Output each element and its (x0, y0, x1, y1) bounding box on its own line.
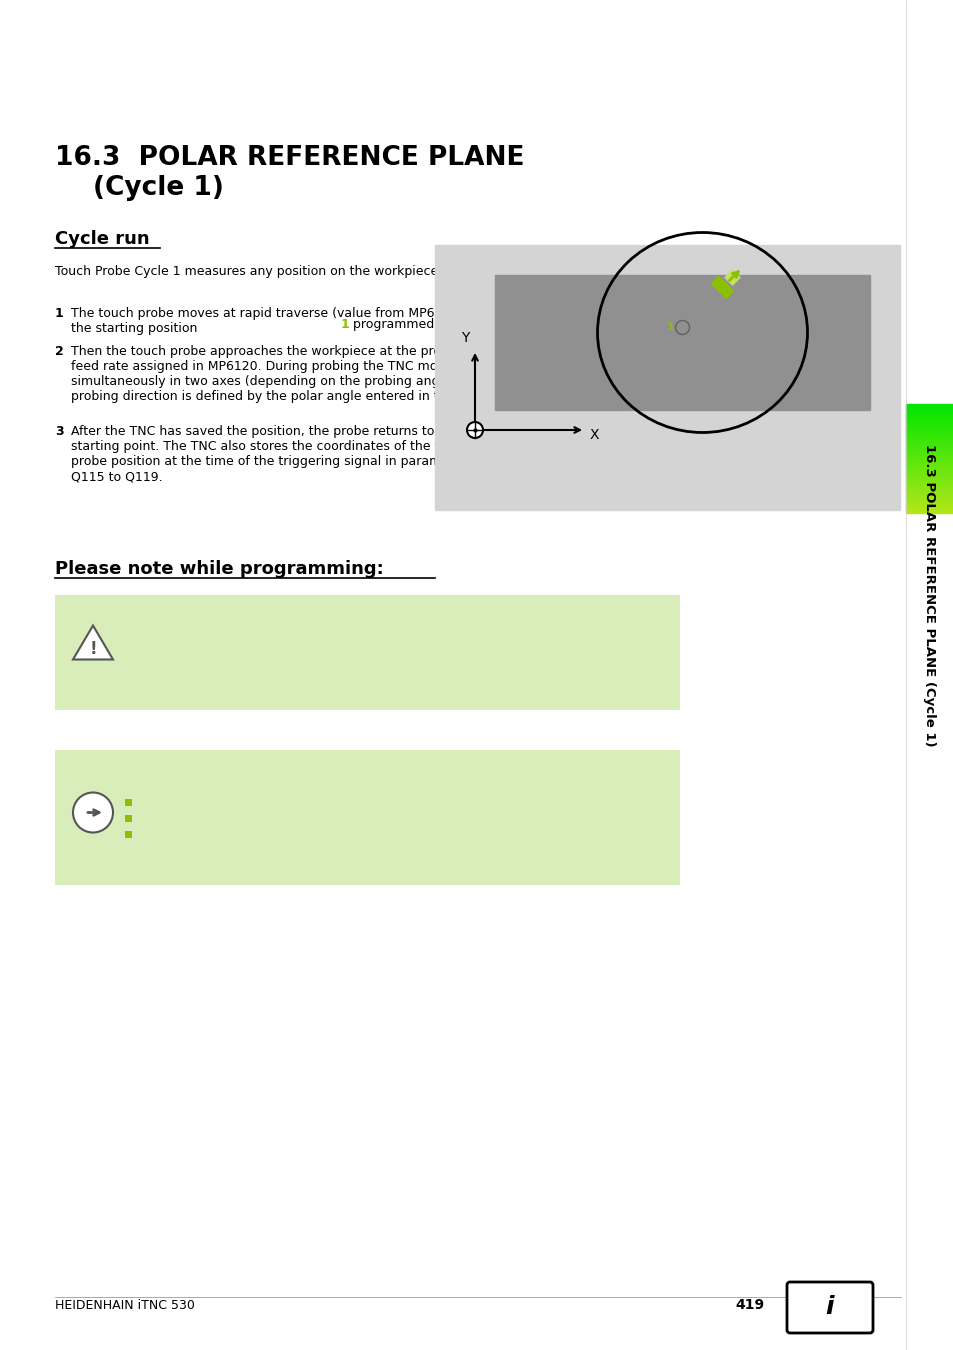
Bar (905, 424, 953, 427)
Bar (905, 475, 953, 478)
Bar (125, 799, 132, 806)
Bar (905, 446, 953, 448)
Bar (905, 510, 953, 513)
Bar (905, 471, 953, 474)
Bar (905, 443, 953, 446)
Text: Please note while programming:: Please note while programming: (55, 560, 383, 578)
Bar (905, 478, 953, 481)
Bar (905, 440, 953, 444)
Bar (905, 432, 953, 435)
Bar (905, 406, 953, 409)
Text: X: X (589, 428, 598, 441)
Bar (905, 482, 953, 485)
Bar (905, 451, 953, 455)
Bar (905, 494, 953, 498)
Bar (905, 428, 953, 431)
Bar (125, 832, 132, 838)
Bar (905, 439, 953, 441)
Polygon shape (710, 275, 734, 300)
Bar (125, 815, 132, 822)
Circle shape (73, 792, 112, 833)
Bar (905, 450, 953, 452)
Bar (905, 429, 953, 433)
FancyBboxPatch shape (786, 1282, 872, 1332)
Bar (905, 458, 953, 462)
Text: 1: 1 (340, 319, 350, 331)
Text: Probing axis X: X/Y plane: Probing axis X: X/Y plane (137, 795, 293, 809)
Bar (905, 414, 953, 418)
Bar (905, 483, 953, 487)
Bar (55, 751, 679, 886)
Bar (905, 490, 953, 494)
Text: Probing axis Z: Z/X plane: Probing axis Z: Z/X plane (137, 828, 294, 841)
Text: Cycle run: Cycle run (55, 230, 150, 248)
Bar (905, 486, 953, 489)
Bar (905, 447, 953, 451)
Text: 16.3  POLAR REFERENCE PLANE: 16.3 POLAR REFERENCE PLANE (55, 144, 524, 171)
Bar (905, 501, 953, 505)
Text: 1: 1 (55, 306, 64, 320)
Text: The touch probe moves at rapid traverse (value from MP6150) to
the starting posi: The touch probe moves at rapid traverse … (71, 306, 479, 335)
Bar (905, 479, 953, 483)
Text: 419: 419 (735, 1297, 763, 1312)
Text: The probing axis defined in the cycle specifies the probing
plane:: The probing axis defined in the cycle sp… (125, 765, 492, 792)
Bar (905, 464, 953, 467)
Bar (905, 462, 953, 466)
Text: Pre-position the touch probe in order to avoid a collision
when the programmed p: Pre-position the touch probe in order to… (125, 626, 476, 670)
Bar (495, 275, 869, 410)
Bar (905, 489, 953, 491)
Bar (905, 435, 953, 437)
Bar (905, 417, 953, 420)
Bar (905, 472, 953, 477)
Text: 2: 2 (55, 346, 64, 358)
Text: After the TNC has saved the position, the probe returns to the
starting point. T: After the TNC has saved the position, th… (71, 425, 473, 483)
Bar (905, 500, 953, 502)
Text: (Cycle 1): (Cycle 1) (92, 176, 224, 201)
Bar (905, 404, 953, 408)
Bar (905, 467, 953, 470)
Bar (905, 408, 953, 412)
Bar (905, 418, 953, 423)
Bar (905, 410, 953, 413)
Text: Then the touch probe approaches the workpiece at the probing
feed rate assigned : Then the touch probe approaches the work… (71, 346, 495, 404)
Text: 1: 1 (666, 323, 674, 332)
Bar (905, 460, 953, 463)
Text: Probing axis Y: Y/Z plane: Probing axis Y: Y/Z plane (137, 811, 291, 825)
Text: 16.3 POLAR REFERENCE PLANE (Cycle 1): 16.3 POLAR REFERENCE PLANE (Cycle 1) (923, 444, 936, 747)
Text: HEIDENHAIN iTNC 530: HEIDENHAIN iTNC 530 (55, 1299, 194, 1312)
Bar (905, 421, 953, 424)
Bar (905, 413, 953, 416)
Polygon shape (73, 625, 112, 660)
Bar (435, 244, 899, 510)
Text: Danger of collision!: Danger of collision! (125, 610, 261, 622)
Bar (905, 508, 953, 510)
Text: !: ! (89, 640, 96, 659)
Bar (55, 595, 679, 710)
Bar (905, 0, 953, 1350)
Text: Y: Y (460, 331, 469, 346)
Text: i: i (825, 1296, 834, 1319)
Polygon shape (723, 269, 740, 286)
Bar (905, 456, 953, 459)
Bar (905, 425, 953, 429)
Bar (905, 493, 953, 495)
Text: Touch Probe Cycle 1 measures any position on the workpiece in any direction.: Touch Probe Cycle 1 measures any positio… (55, 265, 543, 278)
Bar (905, 504, 953, 506)
Bar (905, 454, 953, 456)
Bar (905, 497, 953, 500)
Text: programmed in the cycle.: programmed in the cycle. (349, 319, 515, 331)
Circle shape (467, 423, 482, 437)
Bar (905, 436, 953, 440)
Bar (905, 505, 953, 509)
Text: 3: 3 (55, 425, 64, 437)
Bar (905, 468, 953, 472)
